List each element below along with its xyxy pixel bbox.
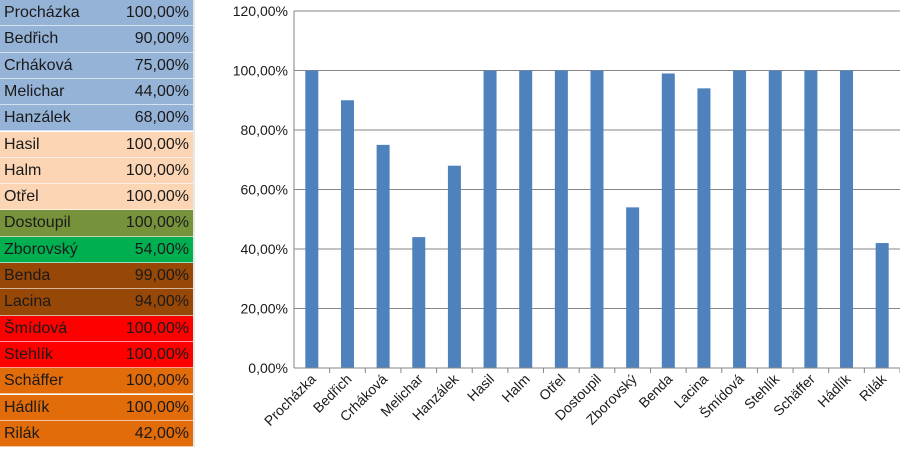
- table-row[interactable]: Lacina 94,00%: [0, 289, 193, 316]
- row-value: 100,00%: [125, 372, 189, 390]
- y-tick-label: 40,00%: [241, 241, 288, 257]
- bar: [840, 70, 854, 368]
- row-value: 100,00%: [125, 214, 189, 232]
- row-value: 68,00%: [134, 109, 189, 127]
- bar: [554, 70, 568, 368]
- bar: [733, 70, 747, 368]
- row-value: 99,00%: [134, 267, 189, 284]
- row-name: Rilák: [4, 424, 40, 442]
- bar: [305, 70, 319, 368]
- row-value: 44,00%: [134, 82, 189, 100]
- row-name: Dostoupil: [4, 214, 71, 232]
- row-name: Otřel: [4, 188, 39, 206]
- table-row[interactable]: Benda 99,00%: [0, 263, 193, 290]
- row-value: 100,00%: [125, 188, 189, 206]
- row-value: 94,00%: [134, 293, 189, 311]
- y-axis-ticks: 0,00% 20,00% 40,00% 60,00% 80,00% 100,00% 120,…: [233, 3, 288, 376]
- row-name: Hádlík: [4, 398, 50, 416]
- table-row[interactable]: Procházka 100,00%: [0, 0, 193, 27]
- row-name: Hanzálek: [4, 109, 71, 127]
- y-tick-label: 20,00%: [241, 301, 288, 317]
- row-name: Šmídová: [4, 319, 68, 337]
- bar: [376, 144, 390, 368]
- table-row[interactable]: Halm 100,00%: [0, 157, 193, 185]
- table-row[interactable]: Zborovský 54,00%: [0, 236, 193, 263]
- row-value: 42,00%: [134, 424, 189, 442]
- row-name: Stehlík: [4, 345, 53, 363]
- row-value: 100,00%: [125, 345, 189, 363]
- table-row[interactable]: Crháková 75,00%: [0, 52, 193, 79]
- table-row[interactable]: Melichar 44,00%: [0, 78, 193, 106]
- bar: [768, 70, 782, 368]
- x-tick-label: Procházka: [261, 371, 319, 429]
- row-name: Schäffer: [4, 372, 64, 390]
- row-value: 75,00%: [134, 56, 189, 74]
- table-row[interactable]: Otřel 100,00%: [0, 184, 193, 211]
- row-value: 100,00%: [125, 4, 189, 21]
- table-row[interactable]: Stehlík 100,00%: [0, 341, 193, 369]
- row-name: Procházka: [4, 4, 80, 21]
- bar: [340, 100, 354, 368]
- y-tick-label: 80,00%: [241, 122, 288, 138]
- y-tick-label: 100,00%: [233, 63, 288, 79]
- x-tick-label: Halm: [498, 371, 532, 405]
- table-row[interactable]: Hasil 100,00%: [0, 131, 193, 158]
- bar: [447, 165, 461, 368]
- table-row[interactable]: Šmídová 100,00%: [0, 315, 193, 342]
- row-name: Zborovský: [4, 240, 78, 258]
- row-name: Bedřich: [4, 30, 59, 48]
- axes: [293, 11, 900, 373]
- y-tick-label: 120,00%: [233, 3, 288, 19]
- row-name: Halm: [4, 161, 42, 179]
- bar: [626, 207, 640, 368]
- table-divider: [193, 0, 195, 447]
- row-name: Hasil: [4, 135, 40, 153]
- table-row[interactable]: Dostoupil 100,00%: [0, 210, 193, 237]
- bar-chart: 0,00% 20,00% 40,00% 60,00% 80,00% 100,00% 120,…: [196, 0, 900, 447]
- y-tick-label: 0,00%: [248, 360, 288, 376]
- data-table: Procházka 100,00% Bedřich 90,00% Crháková 75,…: [0, 0, 195, 448]
- x-axis-ticks: ProcházkaBedřichCrhákováMelicharHanzálek…: [261, 370, 890, 429]
- bar: [804, 70, 818, 368]
- x-tick-label: Benda: [635, 371, 675, 411]
- table-row[interactable]: Schäffer 100,00%: [0, 368, 193, 395]
- row-name: Benda: [4, 267, 51, 284]
- table-row[interactable]: Rilák 42,00%: [0, 420, 193, 448]
- table-row[interactable]: Bedřich 90,00%: [0, 26, 193, 53]
- bar: [661, 73, 675, 368]
- x-tick-label: Hasil: [464, 371, 497, 404]
- y-tick-label: 60,00%: [241, 182, 288, 198]
- bar: [697, 88, 711, 368]
- row-value: 54,00%: [134, 240, 189, 258]
- x-tick-label: Hádlík: [814, 370, 854, 410]
- table-row[interactable]: Hanzálek 68,00%: [0, 105, 193, 132]
- row-name: Lacina: [4, 293, 52, 311]
- bar: [519, 70, 533, 368]
- row-value: 100,00%: [125, 319, 189, 337]
- bar: [483, 70, 497, 368]
- bars: [305, 70, 889, 368]
- x-tick-label: Otřel: [536, 371, 569, 404]
- row-value: 100,00%: [125, 161, 189, 179]
- x-tick-label: Rilák: [856, 370, 890, 404]
- bar: [590, 70, 604, 368]
- row-name: Crháková: [4, 56, 73, 74]
- bar: [875, 243, 889, 368]
- row-value: 100,00%: [125, 398, 189, 416]
- table-row[interactable]: Hádlík 100,00%: [0, 394, 193, 421]
- bar: [412, 237, 426, 368]
- row-value: 100,00%: [125, 135, 189, 153]
- row-name: Melichar: [4, 82, 65, 100]
- chart-canvas: 0,00% 20,00% 40,00% 60,00% 80,00% 100,00% 120,…: [233, 3, 900, 429]
- row-value: 90,00%: [134, 30, 189, 48]
